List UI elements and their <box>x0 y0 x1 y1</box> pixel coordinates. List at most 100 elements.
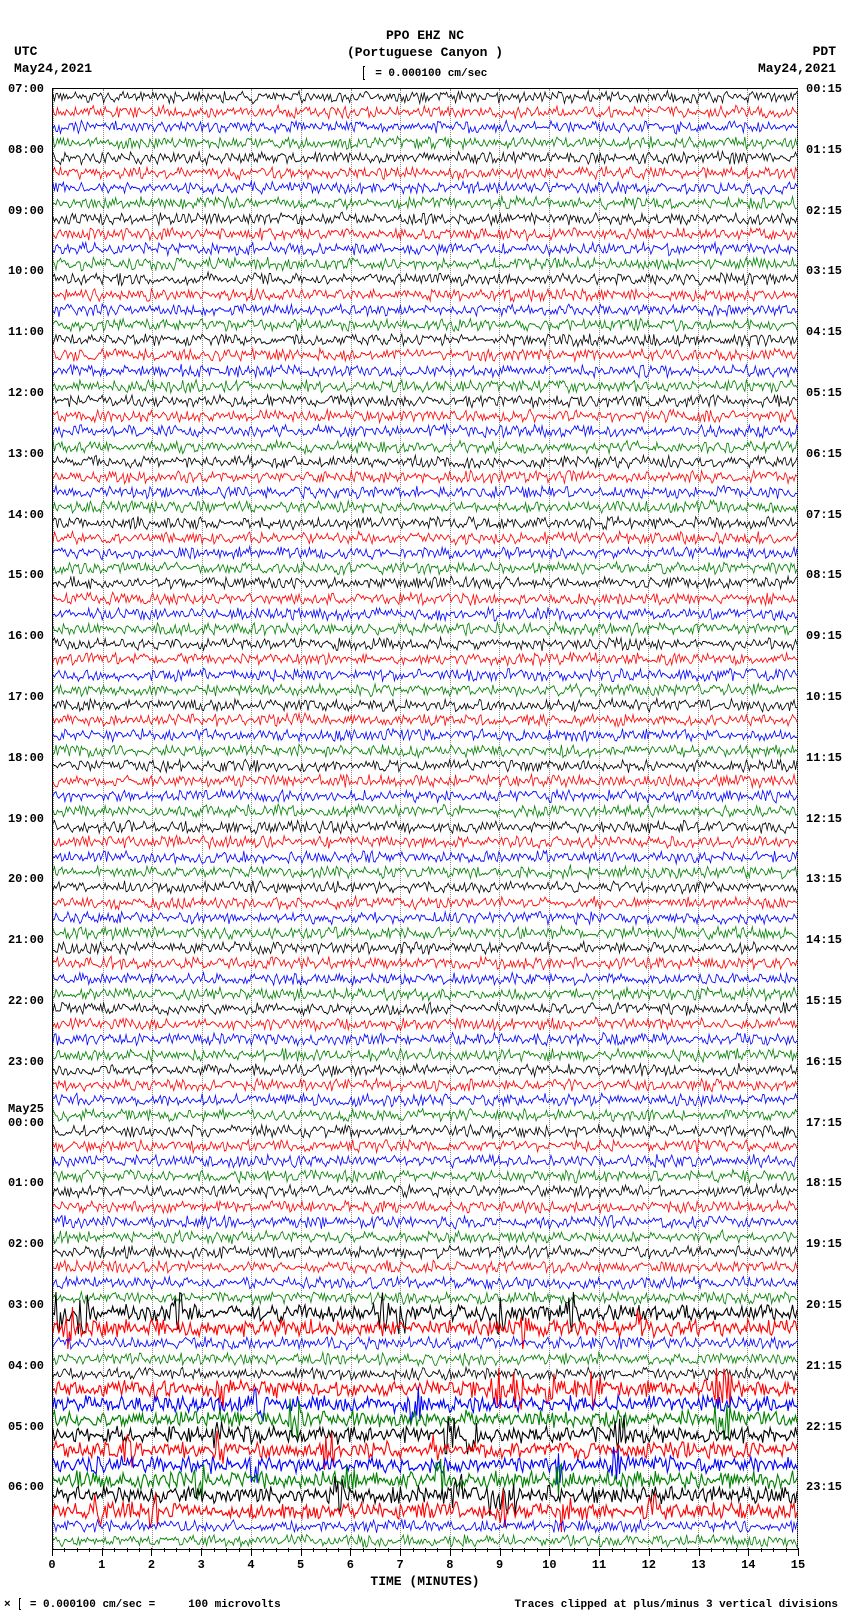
top-left-label: UTC May24,2021 <box>14 44 92 78</box>
x-tick <box>699 1548 700 1556</box>
x-tick-minor <box>127 1548 128 1552</box>
utc-time-label: 16:00 <box>8 629 44 643</box>
pdt-time-label: 21:15 <box>806 1359 842 1373</box>
x-tick <box>350 1548 351 1556</box>
utc-time-label: 18:00 <box>8 751 44 765</box>
pdt-time-label: 12:15 <box>806 812 842 826</box>
utc-time-label: 01:00 <box>8 1176 44 1190</box>
pdt-time-label: 06:15 <box>806 447 842 461</box>
footer-left-pre: × <box>4 1599 11 1611</box>
x-tick-label: 7 <box>397 1558 404 1572</box>
x-tick-label: 4 <box>247 1558 254 1572</box>
x-tick-minor <box>288 1548 289 1552</box>
x-axis-title: TIME (MINUTES) <box>52 1574 798 1589</box>
x-tick-minor <box>686 1548 687 1552</box>
x-tick-label: 14 <box>741 1558 755 1572</box>
x-tick-minor <box>723 1548 724 1552</box>
x-tick-minor <box>239 1548 240 1552</box>
pdt-date-label: May24,2021 <box>758 61 836 78</box>
station-code: PPO EHZ NC <box>0 28 850 45</box>
x-tick-minor <box>711 1548 712 1552</box>
utc-time-label: 22:00 <box>8 994 44 1008</box>
x-tick <box>798 1548 799 1556</box>
x-tick-minor <box>736 1548 737 1552</box>
pdt-time-label: 02:15 <box>806 204 842 218</box>
utc-time-label: 14:00 <box>8 508 44 522</box>
x-tick-minor <box>437 1548 438 1552</box>
utc-time-label: 20:00 <box>8 872 44 886</box>
x-tick-minor <box>226 1548 227 1552</box>
x-tick-minor <box>77 1548 78 1552</box>
x-tick-minor <box>176 1548 177 1552</box>
x-tick-minor <box>263 1548 264 1552</box>
pdt-time-label: 17:15 <box>806 1116 842 1130</box>
x-tick-label: 8 <box>446 1558 453 1572</box>
utc-time-label: 04:00 <box>8 1359 44 1373</box>
plot-area <box>52 88 798 1550</box>
x-tick-minor <box>574 1548 575 1552</box>
x-tick <box>599 1548 600 1556</box>
x-tick <box>52 1548 53 1556</box>
utc-time-label: 11:00 <box>8 325 44 339</box>
x-tick-minor <box>773 1548 774 1552</box>
x-tick-label: 2 <box>148 1558 155 1572</box>
pdt-time-label: 15:15 <box>806 994 842 1008</box>
utc-time-label: 05:00 <box>8 1420 44 1434</box>
x-tick-label: 3 <box>198 1558 205 1572</box>
utc-time-label: 00:00 <box>8 1116 44 1130</box>
x-tick <box>549 1548 550 1556</box>
x-tick-minor <box>114 1548 115 1552</box>
x-tick-label: 12 <box>642 1558 656 1572</box>
utc-time-label: 13:00 <box>8 447 44 461</box>
x-tick <box>102 1548 103 1556</box>
seismogram-container: UTC May24,2021 PDT May24,2021 PPO EHZ NC… <box>0 0 850 1613</box>
pdt-time-label: 03:15 <box>806 264 842 278</box>
pdt-time-label: 09:15 <box>806 629 842 643</box>
footer-left-units: 100 microvolts <box>188 1599 280 1611</box>
scale-indicator: = 0.000100 cm/sec <box>0 66 850 81</box>
utc-date-label: May24,2021 <box>14 61 92 78</box>
pdt-time-label: 11:15 <box>806 751 842 765</box>
x-tick-label: 11 <box>592 1558 606 1572</box>
x-tick <box>500 1548 501 1556</box>
x-tick <box>400 1548 401 1556</box>
scale-bar-icon <box>363 66 365 80</box>
utc-time-label: 17:00 <box>8 690 44 704</box>
x-tick-minor <box>475 1548 476 1552</box>
utc-time-label: 19:00 <box>8 812 44 826</box>
x-tick-minor <box>636 1548 637 1552</box>
utc-time-label: 03:00 <box>8 1298 44 1312</box>
x-tick-minor <box>537 1548 538 1552</box>
utc-time-label: 06:00 <box>8 1480 44 1494</box>
utc-time-label: 02:00 <box>8 1237 44 1251</box>
scale-text: = 0.000100 cm/sec <box>375 68 487 80</box>
footer-left-scale: = 0.000100 cm/sec = <box>30 1599 155 1611</box>
x-tick-label: 13 <box>691 1558 705 1572</box>
x-tick-minor <box>64 1548 65 1552</box>
x-tick-minor <box>612 1548 613 1552</box>
footer: × = 0.000100 cm/sec = 100 microvolts Tra… <box>4 1598 846 1611</box>
x-tick-minor <box>512 1548 513 1552</box>
x-tick-minor <box>786 1548 787 1552</box>
utc-time-label: 12:00 <box>8 386 44 400</box>
x-axis: TIME (MINUTES) 0123456789101112131415 <box>52 1548 798 1598</box>
pdt-time-label: 20:15 <box>806 1298 842 1312</box>
x-tick-minor <box>425 1548 426 1552</box>
utc-time-label: 15:00 <box>8 568 44 582</box>
x-tick-label: 0 <box>48 1558 55 1572</box>
x-tick-minor <box>587 1548 588 1552</box>
x-tick-minor <box>375 1548 376 1552</box>
x-tick-minor <box>462 1548 463 1552</box>
x-tick-minor <box>761 1548 762 1552</box>
x-tick-minor <box>562 1548 563 1552</box>
x-tick-minor <box>214 1548 215 1552</box>
pdt-time-label: 10:15 <box>806 690 842 704</box>
pdt-time-label: 05:15 <box>806 386 842 400</box>
x-tick-minor <box>388 1548 389 1552</box>
day-break-label: May25 <box>8 1102 44 1116</box>
header: PPO EHZ NC (Portuguese Canyon ) = 0.0001… <box>0 0 850 81</box>
x-tick-minor <box>189 1548 190 1552</box>
trace-row <box>53 1533 797 1548</box>
pdt-time-label: 13:15 <box>806 872 842 886</box>
x-tick <box>251 1548 252 1556</box>
